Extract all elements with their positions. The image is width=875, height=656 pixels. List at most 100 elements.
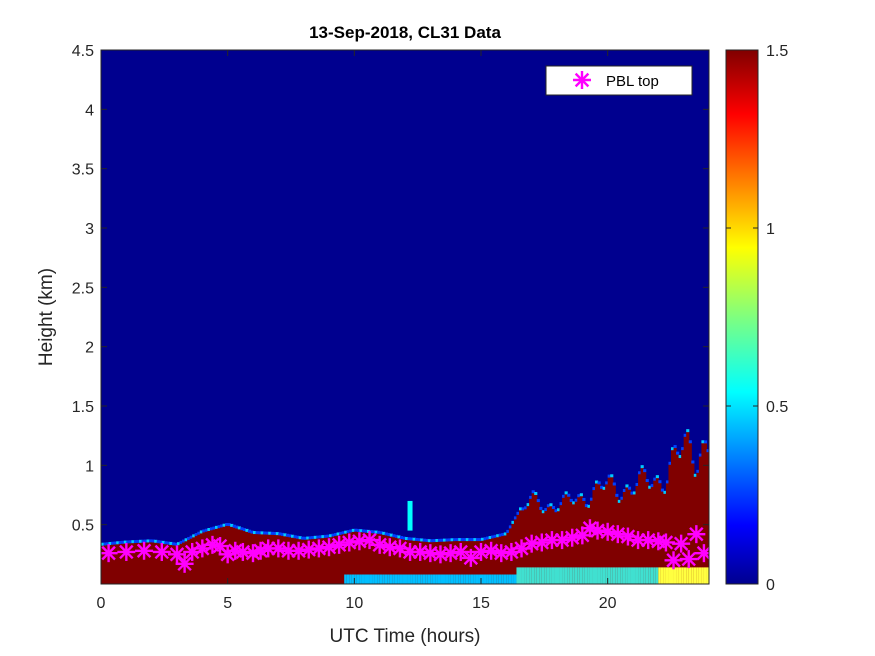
field-column: [405, 539, 409, 584]
field-column-fringe: [524, 506, 528, 510]
field-lower-band: [622, 567, 626, 584]
field-lower-band: [463, 574, 467, 584]
field-column: [678, 457, 682, 584]
field-column-fringe: [683, 433, 687, 437]
field-column-fringe: [688, 440, 692, 444]
field-column-fringe: [440, 538, 444, 542]
field-column-fringe: [478, 538, 482, 542]
field-column-fringe: [154, 539, 158, 543]
field-column-fringe: [511, 520, 515, 524]
field-column-fringe: [341, 531, 345, 535]
field-lower-band: [440, 574, 444, 584]
pbl-top-point-stroke: [392, 541, 408, 556]
field-lower-band: [655, 567, 659, 584]
colorbar-tick-label: 1: [766, 221, 775, 238]
field-column: [113, 543, 117, 584]
field-column-fringe: [622, 488, 626, 492]
field-lower-band: [541, 567, 545, 584]
field-column: [293, 537, 297, 584]
field-lower-band: [663, 567, 667, 584]
pbl-top-point-stroke: [554, 532, 570, 548]
field-column: [101, 544, 105, 584]
field-lower-band: [519, 567, 523, 584]
field-column-fringe: [111, 541, 115, 545]
field-column-fringe: [113, 541, 117, 545]
field-lower-band: [351, 574, 355, 584]
field-column-fringe: [258, 531, 262, 535]
pbl-top-point-stroke: [177, 556, 192, 572]
field-column: [450, 540, 454, 584]
field-column: [339, 533, 343, 584]
field-column-fringe: [493, 534, 497, 538]
field-lower-band: [589, 567, 594, 584]
field-column-fringe: [394, 534, 398, 538]
field-lower-band: [402, 574, 406, 584]
field-lower-band: [361, 574, 366, 584]
pbl-top-point: [135, 541, 154, 560]
field-column-fringe: [706, 449, 709, 453]
pbl-top-point-stroke: [696, 546, 709, 561]
field-column-fringe: [136, 539, 140, 543]
field-column-fringe: [303, 536, 307, 540]
field-lower-band: [569, 567, 573, 584]
field-column-fringe: [595, 480, 599, 484]
field-column: [481, 539, 485, 584]
field-column-fringe: [425, 538, 429, 542]
field-lower-band: [650, 567, 654, 584]
field-lower-band: [508, 574, 512, 584]
field-lower-band: [562, 567, 566, 584]
field-lower-band: [640, 567, 644, 584]
field-column-fringe: [615, 493, 619, 497]
field-column: [706, 451, 709, 584]
pbl-top-point: [299, 540, 318, 559]
field-column: [399, 538, 404, 584]
field-column-fringe: [128, 540, 132, 544]
field-column-fringe: [326, 534, 330, 538]
field-column: [379, 533, 383, 584]
field-column-fringe: [288, 534, 292, 538]
field-lower-band: [465, 574, 469, 584]
field-column: [458, 540, 462, 584]
pbl-top-point-stroke: [666, 553, 681, 568]
field-column-fringe: [144, 539, 148, 543]
pbl-top-point-stroke: [212, 538, 228, 554]
field-lower-band: [610, 567, 614, 584]
field-column-fringe: [559, 502, 563, 506]
field-column-fringe: [582, 497, 586, 501]
field-column-fringe: [331, 533, 335, 537]
field-column-fringe: [139, 539, 143, 543]
field-lower-band: [638, 567, 642, 584]
y-axis-label: Height (km): [36, 268, 57, 366]
field-column-fringe: [491, 535, 495, 539]
field-lower-band: [458, 574, 462, 584]
colorbar: 0 0.5 1 1.5: [725, 43, 788, 594]
field-column: [531, 492, 535, 584]
field-column: [341, 533, 345, 584]
pbl-top-point-stroke: [101, 545, 116, 561]
field-column-fringe: [237, 526, 241, 530]
field-column: [197, 533, 201, 584]
field-column-fringe: [334, 533, 338, 537]
field-column-fringe: [225, 523, 229, 527]
field-lower-band: [686, 567, 690, 584]
field-column: [417, 540, 421, 584]
field-column-fringe: [179, 540, 183, 544]
field-column-fringe: [427, 539, 431, 543]
field-lower-band: [420, 574, 424, 584]
field-column-fringe: [354, 528, 358, 532]
field-column-fringe: [554, 509, 558, 513]
field-column-fringe: [377, 530, 381, 534]
field-column-fringe: [123, 540, 127, 544]
field-column: [460, 540, 464, 584]
field-column-fringe: [506, 529, 510, 533]
pbl-top-point-stroke: [689, 526, 704, 542]
field-lower-band: [407, 574, 411, 584]
field-column-fringe: [473, 538, 477, 542]
field-column: [640, 467, 644, 584]
field-lower-band: [567, 567, 571, 584]
field-lower-band: [557, 567, 561, 584]
field-lower-band: [602, 567, 606, 584]
x-axis: 0 5 10 15 20: [97, 50, 617, 612]
field-lower-band: [448, 574, 452, 584]
pbl-top-point-stroke: [154, 544, 170, 560]
